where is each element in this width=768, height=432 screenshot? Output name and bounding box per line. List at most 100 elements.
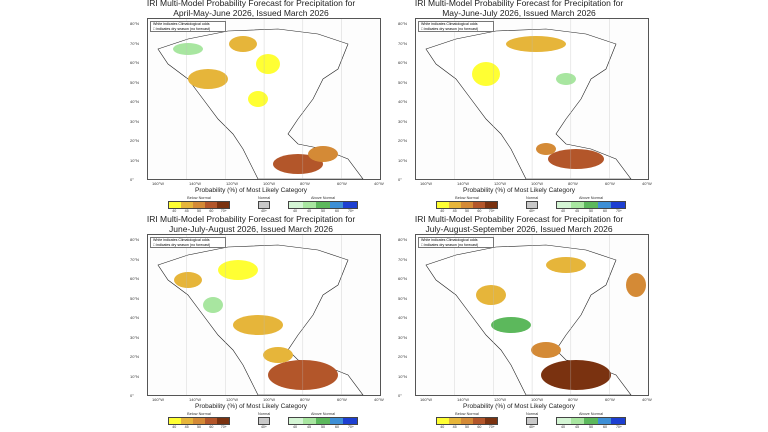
lon-label: 140°W — [457, 397, 470, 402]
above-swatch — [329, 202, 344, 208]
lat-label: 30°N — [130, 334, 139, 340]
lat-label: 0° — [130, 177, 134, 182]
forecast-region — [256, 54, 280, 74]
normal-swatch — [527, 202, 537, 208]
lat-label: 80°N — [130, 21, 139, 26]
legend-value: 60 — [335, 425, 339, 429]
lon-label: 100°W — [263, 397, 276, 402]
legend-normal: Normal 40+ — [258, 412, 271, 429]
lat-label: 80°N — [130, 237, 139, 242]
legend-value: 40 — [172, 425, 177, 429]
legend-title: Probability (%) of Most Likely Category — [463, 187, 575, 194]
legend-value: 40+ — [528, 425, 536, 429]
forecast-panel: IRI Multi-Model Probability Forecast for… — [120, 0, 384, 216]
legend-value: 40 — [293, 425, 297, 429]
panel-title: IRI Multi-Model Probability Forecast for… — [414, 214, 624, 234]
lat-label: 50°N — [130, 79, 139, 85]
lon-label: 140°W — [189, 181, 202, 186]
legend-above: Above Normal 40 45 50 60 70+ — [556, 412, 626, 429]
above-swatch — [289, 202, 303, 208]
lat-label: 50°N — [130, 295, 139, 301]
legend-value: 50 — [321, 425, 325, 429]
below-swatch — [169, 418, 181, 424]
lon-label: 60°W — [337, 181, 347, 186]
forecast-region — [263, 347, 293, 363]
legend-value: 50 — [197, 425, 202, 429]
lat-label: 10°N — [130, 373, 139, 379]
map-area: White indicates Climatological odds □ ind… — [147, 18, 381, 180]
above-swatch — [289, 418, 303, 424]
legend-title: Probability (%) of Most Likely Category — [195, 403, 307, 410]
legend-value: 70+ — [615, 425, 623, 429]
lon-label: 160°W — [152, 181, 165, 186]
below-swatch — [437, 418, 449, 424]
below-swatch — [485, 202, 497, 208]
map-note: White indicates Climatological odds □ ind… — [150, 21, 226, 32]
forecast-region — [556, 73, 576, 85]
legend-value: 70+ — [488, 209, 495, 213]
legend-below: Below Normal 40 45 50 60 70+ — [436, 412, 498, 429]
legend-value: 70+ — [347, 425, 355, 429]
forecast-region — [273, 154, 323, 174]
lon-label: 80°W — [568, 397, 578, 402]
lat-label: 10°N — [398, 157, 407, 163]
lon-label: 40°W — [642, 181, 652, 186]
lat-label: 70°N — [398, 40, 407, 46]
above-swatch — [584, 418, 598, 424]
below-swatch — [217, 202, 229, 208]
below-swatch — [169, 202, 181, 208]
legend-value: 50 — [589, 425, 593, 429]
legend-value: 45 — [452, 425, 457, 429]
legend-value: 60 — [477, 209, 482, 213]
legend-value: 70+ — [220, 425, 227, 429]
legend-value: 40 — [172, 209, 177, 213]
legend-value: 40+ — [528, 209, 536, 213]
legend-value: 45 — [184, 209, 189, 213]
panel-title: IRI Multi-Model Probability Forecast for… — [146, 214, 356, 234]
lat-label: 40°N — [130, 315, 139, 320]
lat-label: 20°N — [130, 138, 139, 143]
above-swatch — [570, 202, 585, 208]
lat-label: 60°N — [398, 60, 407, 65]
lon-label: 80°W — [300, 397, 310, 402]
lon-label: 160°W — [152, 397, 165, 402]
lat-label: 80°N — [398, 21, 407, 26]
lat-label: 0° — [398, 393, 402, 398]
forecast-region — [548, 149, 604, 169]
forecast-region — [472, 62, 500, 86]
lat-label: 10°N — [398, 373, 407, 379]
panel-title: IRI Multi-Model Probability Forecast for… — [146, 0, 356, 18]
forecast-region — [173, 43, 203, 55]
forecast-region — [476, 285, 506, 305]
legend-value: 45 — [307, 209, 311, 213]
below-swatch — [461, 202, 473, 208]
legend-value: 45 — [452, 209, 457, 213]
forecast-panel: IRI Multi-Model Probability Forecast for… — [388, 0, 652, 216]
legend-value: 70+ — [220, 209, 227, 213]
normal-swatch — [259, 418, 269, 424]
legend-value: 45 — [307, 425, 311, 429]
lon-label: 100°W — [263, 181, 276, 186]
below-swatch — [193, 202, 205, 208]
land-outline — [425, 244, 632, 395]
legend-value: 40 — [293, 209, 297, 213]
lon-label: 60°W — [337, 397, 347, 402]
lon-label: 160°W — [420, 181, 433, 186]
above-swatch — [343, 418, 357, 424]
legend-value: 45 — [184, 425, 189, 429]
legend-title: Probability (%) of Most Likely Category — [195, 187, 307, 194]
lon-label: 140°W — [457, 181, 470, 186]
above-swatch — [343, 202, 357, 208]
panel-title: IRI Multi-Model Probability Forecast for… — [414, 0, 624, 18]
lat-label: 50°N — [398, 79, 407, 85]
lat-label: 60°N — [398, 276, 407, 281]
legend-value: 70+ — [615, 209, 623, 213]
forecast-region — [626, 273, 646, 297]
normal-swatch — [527, 418, 537, 424]
above-swatch — [570, 418, 585, 424]
map-svg — [157, 235, 364, 395]
forecast-region — [541, 360, 611, 390]
below-swatch — [473, 202, 485, 208]
forecast-region — [203, 297, 223, 313]
above-swatch — [597, 202, 612, 208]
